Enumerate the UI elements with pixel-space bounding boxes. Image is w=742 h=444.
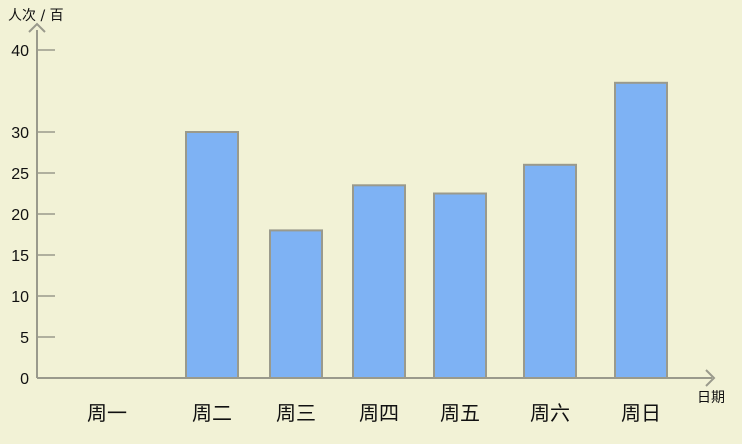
x-tick-label: 周一	[87, 401, 127, 425]
y-tick-label: 10	[11, 289, 29, 306]
x-tick-label: 周四	[359, 401, 399, 425]
x-tick-label: 周日	[621, 401, 661, 425]
y-tick-group: 0 5 10 15 20 25 30 40	[11, 43, 55, 388]
y-tick-label: 40	[11, 43, 29, 60]
x-tick-label: 周六	[530, 401, 570, 425]
y-tick-label: 20	[11, 207, 29, 224]
bar	[523, 163, 577, 379]
y-tick-label: 0	[20, 371, 29, 388]
y-tick-label: 30	[11, 125, 29, 142]
y-tick-label: 15	[11, 248, 29, 265]
y-axis: 人次 / 百	[8, 8, 64, 378]
bar	[185, 131, 239, 379]
x-tick-label: 周五	[440, 401, 480, 425]
y-tick-label: 25	[11, 166, 29, 183]
bars-group	[185, 81, 668, 380]
bar	[352, 184, 406, 379]
y-tick-label: 5	[20, 330, 29, 347]
bar	[614, 81, 668, 380]
x-axis-arrow	[705, 369, 716, 387]
y-axis-title: 人次 / 百	[8, 8, 64, 24]
bar	[433, 192, 487, 379]
x-tick-label: 周二	[192, 401, 232, 425]
x-axis-title: 日期	[697, 390, 725, 406]
x-tick-label: 周三	[276, 401, 316, 425]
bar	[269, 229, 323, 379]
y-axis-arrow	[28, 22, 46, 33]
x-tick-label-group: 周一 周二 周三 周四 周五 周六 周日	[87, 401, 661, 425]
